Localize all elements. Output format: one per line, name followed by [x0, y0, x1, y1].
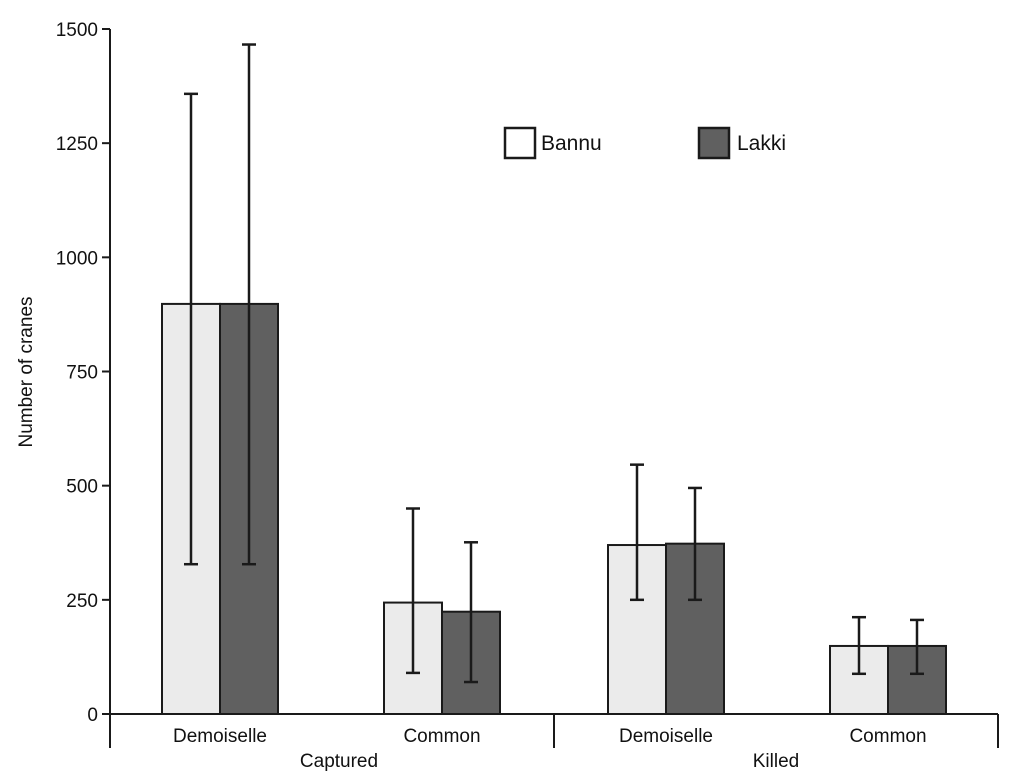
legend-swatch-lakki	[697, 126, 731, 160]
error-bars-layer	[184, 43, 924, 684]
legend-label-bannu: Bannu	[541, 132, 602, 155]
y-tick-label-750: 750	[66, 363, 98, 384]
legend-entry-lakki: Lakki	[697, 126, 786, 160]
legend-label-lakki: Lakki	[737, 132, 786, 155]
error-bar-bannu-1	[406, 507, 420, 675]
x-tick-label-3: Common	[849, 726, 926, 747]
group-label-killed: Killed	[753, 751, 799, 772]
y-tick-label-500: 500	[66, 477, 98, 498]
y-tick-label-1250: 1250	[56, 134, 98, 155]
error-bar-bannu-0	[184, 92, 198, 566]
y-tick-label-1000: 1000	[56, 248, 98, 269]
error-bar-lakki-0	[242, 43, 256, 566]
x-tick-label-1: Common	[403, 726, 480, 747]
error-bar-bannu-3	[852, 615, 866, 676]
y-axis-label: Number of cranes	[16, 296, 37, 447]
x-tick-label-0: Demoiselle	[173, 726, 267, 747]
x-tick-label-2: Demoiselle	[619, 726, 713, 747]
y-tick-label-250: 250	[66, 591, 98, 612]
error-bar-bannu-2	[630, 463, 644, 602]
legend-entry-bannu: Bannu	[503, 126, 602, 160]
error-bar-lakki-2	[688, 486, 702, 602]
legend: Bannu Lakki	[503, 126, 786, 160]
error-bar-lakki-3	[910, 618, 924, 676]
bars-layer	[161, 302, 947, 715]
y-tick-label-0: 0	[87, 705, 98, 726]
group-label-captured: Captured	[300, 751, 378, 772]
legend-swatch-bannu	[503, 126, 537, 160]
error-bar-lakki-1	[464, 541, 478, 684]
y-tick-label-1500: 1500	[56, 20, 98, 41]
axes-layer: 0 250 500 750 1000 1250 1500 Demoiselle Common De…	[56, 20, 999, 772]
